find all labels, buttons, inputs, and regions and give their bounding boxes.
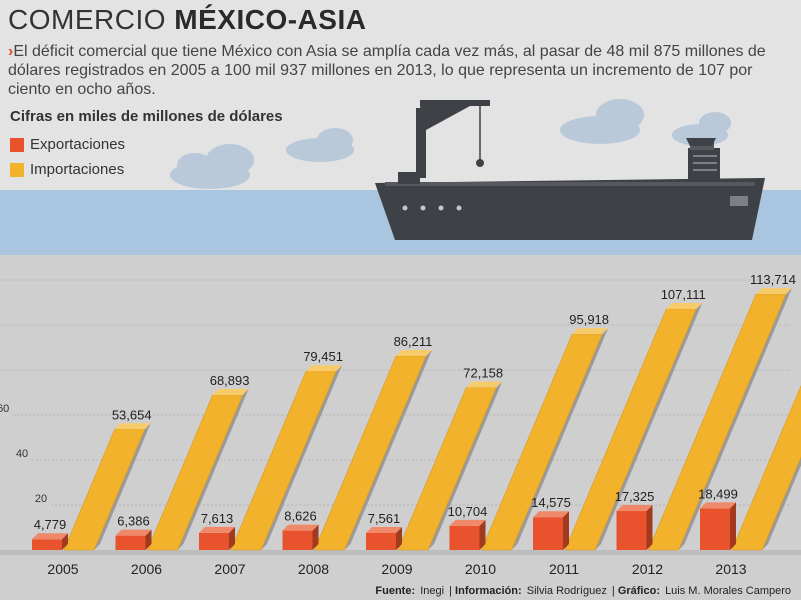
grafico-label: Gráfico:: [617, 585, 660, 597]
legend-swatch-exportaciones: [10, 137, 24, 152]
bar-side-importaciones-2007: [261, 365, 343, 550]
x-tick-label-2005: 2005: [47, 561, 78, 577]
data-label-importaciones-2011: 107,111: [661, 287, 706, 302]
bar-side-exportaciones-2009: [396, 526, 402, 550]
fuente-value: Inegi: [420, 585, 445, 597]
bar-top-importaciones-2012: [755, 288, 792, 295]
y-tick-label-0: 20: [35, 493, 47, 505]
bar-side-importaciones-2009: [428, 381, 503, 550]
bar-exportaciones-2009: [366, 532, 396, 550]
bar-side-exportaciones-2011: [563, 511, 569, 550]
bar-side-importaciones-2011: [595, 303, 703, 550]
data-label-importaciones-2005: 53,654: [112, 407, 152, 422]
bar-top-exportaciones-2006: [115, 529, 152, 536]
bar-side-importaciones-2010: [511, 328, 609, 550]
data-label-exportaciones-2010: 10,704: [448, 504, 488, 519]
cloud-icon: [170, 99, 731, 189]
bar-importaciones-2013: [731, 384, 801, 551]
bar-exportaciones-2008: [282, 530, 313, 550]
data-label-exportaciones-2005: 4,779: [34, 517, 67, 532]
bar-exportaciones-2007: [199, 532, 229, 550]
bar-side-importaciones-2008: [344, 350, 432, 550]
bar-top-exportaciones-2013: [700, 502, 736, 509]
data-label-exportaciones-2013: 18,499: [698, 486, 738, 501]
bar-side-exportaciones-2008: [312, 524, 319, 550]
legend-item-exportaciones: Exportaciones: [10, 136, 125, 153]
fuente-label: Fuente:: [375, 585, 416, 597]
bar-side-importaciones-2012: [678, 288, 792, 550]
x-tick-label-2009: 2009: [381, 561, 412, 577]
bar-importaciones-2006: [147, 394, 244, 551]
bar-side-exportaciones-2006: [145, 529, 152, 550]
x-tick-label-2011: 2011: [549, 561, 579, 577]
baseline: [0, 550, 801, 555]
grafico-value: Luis M. Morales Campero: [665, 585, 791, 597]
data-label-exportaciones-2012: 17,325: [615, 489, 655, 504]
x-tick-label-2007: 2007: [214, 561, 245, 577]
legend-label-exportaciones: Exportaciones: [30, 136, 126, 153]
bar-side-importaciones-2006: [177, 388, 249, 550]
info-value: Silvia Rodríguez: [526, 585, 607, 597]
bar-top-exportaciones-2012: [616, 505, 653, 512]
bar-top-exportaciones-2010: [449, 519, 486, 526]
data-label-importaciones-2012: 113,714: [750, 272, 796, 287]
unit-label: Cifras en miles de millones de dólares: [10, 108, 283, 125]
bar-top-importaciones-2006: [212, 388, 249, 395]
y-tick-label-1: 40: [16, 448, 28, 460]
bar-top-importaciones-2010: [572, 328, 609, 335]
credits: Fuente: Inegi | Información: Silvia Rodr…: [375, 585, 791, 597]
legend-item-importaciones: Importaciones: [10, 161, 124, 178]
bar-top-exportaciones-2007: [199, 526, 235, 533]
arrow-icon: ›: [8, 43, 14, 60]
description: ›El déficit comercial que tiene México c…: [8, 42, 768, 99]
bar-side-exportaciones-2013: [730, 502, 736, 550]
bar-exportaciones-2005: [32, 539, 62, 550]
data-label-exportaciones-2011: 14,575: [531, 495, 571, 510]
info-label: Información:: [455, 585, 522, 597]
bar-side-exportaciones-2007: [229, 526, 235, 550]
bar-top-importaciones-2011: [666, 303, 703, 310]
data-label-exportaciones-2008: 8,626: [284, 509, 317, 524]
bar-top-importaciones-2008: [395, 350, 432, 357]
data-label-exportaciones-2009: 7,561: [368, 511, 401, 526]
data-label-importaciones-2006: 68,893: [210, 373, 250, 388]
data-label-importaciones-2008: 86,211: [394, 334, 433, 349]
legend-swatch-importaciones: [10, 162, 24, 177]
data-label-exportaciones-2007: 7,613: [201, 511, 234, 526]
ship-illustration: [170, 99, 765, 240]
bar-exportaciones-2012: [616, 511, 647, 550]
data-label-importaciones-2010: 95,918: [569, 312, 609, 327]
y-tick-label-2: 60: [0, 403, 9, 415]
bar-side-exportaciones-2012: [646, 505, 653, 550]
bar-top-exportaciones-2008: [282, 524, 319, 531]
x-tick-label-2008: 2008: [298, 561, 329, 577]
bar-top-importaciones-2005: [114, 423, 151, 430]
bar-top-exportaciones-2005: [32, 533, 68, 540]
bar-top-exportaciones-2011: [533, 511, 569, 518]
page-title: COMERCIO MÉXICO-ASIA: [8, 4, 367, 35]
bar-side-exportaciones-2005: [62, 533, 68, 550]
x-tick-label-2013: 2013: [715, 561, 746, 577]
data-label-importaciones-2009: 72,158: [463, 366, 503, 381]
bar-top-exportaciones-2009: [366, 526, 402, 533]
bar-top-importaciones-2007: [306, 365, 343, 372]
header-illustration: COMERCIO MÉXICO-ASIA ›El déficit comerci…: [0, 0, 801, 255]
x-tick-label-2006: 2006: [131, 561, 162, 577]
legend-label-importaciones: Importaciones: [30, 161, 125, 178]
data-label-exportaciones-2006: 6,386: [117, 514, 150, 529]
bar-side-exportaciones-2010: [479, 519, 486, 550]
x-tick-label-2010: 2010: [465, 561, 496, 577]
description-text: El déficit comercial que tiene México co…: [8, 43, 766, 98]
bar-top-importaciones-2009: [466, 381, 503, 388]
data-label-importaciones-2007: 79,451: [303, 349, 343, 364]
bar-exportaciones-2006: [115, 535, 146, 550]
bar-exportaciones-2011: [533, 517, 563, 550]
bar-exportaciones-2013: [700, 508, 730, 550]
bar-side-importaciones-2005: [94, 423, 151, 550]
bar-exportaciones-2010: [449, 525, 480, 550]
x-tick-label-2012: 2012: [632, 561, 663, 577]
